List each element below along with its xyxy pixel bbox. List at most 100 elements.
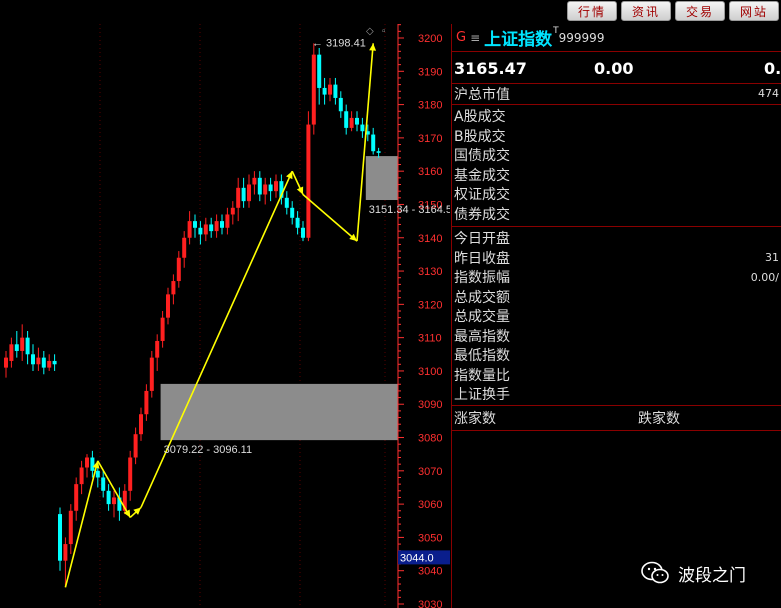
- candle-body: [349, 117, 354, 128]
- axis-tick-label: 3150: [418, 199, 442, 211]
- price-axis: 3030 3040 3050 3060 3070 3080 3090 3100 3110 3120…: [397, 24, 450, 608]
- trade-button[interactable]: 交易: [675, 1, 725, 21]
- stat-row: 指数量比: [452, 365, 781, 385]
- trend-arrowhead: [369, 43, 377, 51]
- axis-tick-label: 3100: [418, 366, 442, 378]
- candle-body: [193, 221, 197, 228]
- candle-body: [74, 484, 79, 511]
- axis-tick-label: 3160: [418, 166, 442, 178]
- axis-tick-label: 3090: [418, 399, 442, 411]
- turnover-label: B股成交: [454, 128, 506, 145]
- axis-tick-label: 3180: [418, 100, 442, 112]
- candle-body: [36, 357, 41, 365]
- zone-label: 3151.34 - 3164.53: [369, 204, 450, 216]
- index-name: 上证指数: [484, 30, 553, 50]
- candle-body: [274, 181, 278, 192]
- group-tag[interactable]: G: [456, 30, 467, 45]
- axis-tick-label: 3070: [418, 466, 442, 478]
- candle-body: [365, 131, 370, 135]
- zone-rect: [365, 156, 398, 201]
- candle-body: [360, 124, 365, 132]
- candle-body: [230, 207, 235, 215]
- candle-body: [203, 224, 208, 235]
- candle-body: [149, 357, 154, 391]
- turnover-row: 国债成交: [452, 146, 781, 166]
- turnover-label: 国债成交: [454, 148, 510, 165]
- stat-label: 总成交量: [454, 309, 510, 326]
- candle-body: [52, 360, 57, 365]
- candle-body: [14, 344, 19, 351]
- candle-body: [344, 111, 349, 128]
- candle-body: [4, 357, 8, 368]
- candle-body: [166, 294, 170, 318]
- trend-segment: [302, 193, 358, 242]
- candle-body: [79, 467, 84, 485]
- quote-panel: G ≡ 上证指数 T 999999 3165.47 0.00 0. 沪总市值 4…: [451, 24, 781, 608]
- axis-tick-label: 3130: [418, 266, 442, 278]
- candle-body: [268, 184, 273, 192]
- stat-row: 昨日收盘 31: [452, 248, 781, 268]
- trend-segment: [140, 170, 293, 508]
- candle-body: [90, 457, 95, 471]
- website-button[interactable]: 网站: [729, 1, 779, 21]
- peak-label: ← 3198.41: [312, 37, 366, 49]
- current-price: 3165.47: [454, 59, 527, 78]
- stat-row: 今日开盘: [452, 229, 781, 249]
- candle-body: [252, 177, 257, 185]
- news-button[interactable]: 资讯: [621, 1, 671, 21]
- candle-body: [322, 87, 327, 95]
- candle-body: [160, 317, 165, 341]
- candle-body: [247, 184, 251, 202]
- candle-body: [112, 497, 116, 505]
- candle-body: [376, 151, 381, 153]
- candle-body: [155, 340, 160, 358]
- turnover-label: 债券成交: [454, 206, 510, 223]
- trend-arrowhead: [92, 460, 100, 469]
- trend-arrowhead: [123, 509, 131, 518]
- zone-label: 3079.22 - 3096.11: [164, 444, 252, 456]
- axis-tick-label: 3110: [418, 333, 442, 345]
- candle-body: [122, 490, 127, 511]
- axis-tick-label: 3190: [418, 66, 442, 78]
- axis-tick-label: 3140: [418, 233, 442, 245]
- stat-label: 最高指数: [454, 328, 510, 345]
- market-value-row: 沪总市值 474: [452, 84, 781, 104]
- turnover-row: A股成交: [452, 107, 781, 127]
- dropdown-icon[interactable]: ▫: [382, 26, 386, 37]
- axis-tick-label: 3050: [418, 532, 442, 544]
- candle-body: [9, 344, 14, 361]
- breadth-section: 涨家数 跌家数: [452, 406, 781, 431]
- diamond-icon[interactable]: ◇: [366, 26, 374, 37]
- current-price-box: [398, 550, 450, 565]
- candle-body: [58, 514, 62, 561]
- menu-icon[interactable]: ≡: [470, 30, 481, 45]
- candle-body: [371, 134, 376, 152]
- candle-body: [301, 227, 305, 238]
- zone-rect: [160, 383, 398, 441]
- axis-tick-label: 3030: [418, 599, 442, 608]
- stat-label: 指数振幅: [454, 270, 510, 287]
- turnover-row: B股成交: [452, 126, 781, 146]
- trend-segment: [64, 460, 99, 588]
- trend-arrowhead: [296, 186, 304, 195]
- candle-body: [182, 237, 187, 258]
- decliners-label: 跌家数: [638, 411, 680, 427]
- market-value-section: 沪总市值 474: [452, 84, 781, 105]
- price-change: 0.00: [594, 59, 634, 78]
- turnover-row: 权证成交: [452, 185, 781, 205]
- candle-body: [209, 224, 214, 232]
- market-value-label: 沪总市值: [454, 86, 510, 103]
- axis-tick-label: 3120: [418, 299, 442, 311]
- candle-body: [257, 177, 262, 195]
- candle-body: [63, 544, 68, 561]
- stat-label: 上证换手: [454, 387, 510, 404]
- candle-body: [117, 497, 122, 511]
- candle-body: [338, 97, 343, 112]
- axis-tick-label: 3170: [418, 133, 442, 145]
- market-button[interactable]: 行情: [567, 1, 617, 21]
- market-value: 474: [758, 87, 779, 101]
- candle-body: [333, 84, 338, 98]
- turnover-label: 权证成交: [454, 187, 510, 204]
- candle-body: [306, 124, 311, 238]
- price-chart[interactable]: 3030 3040 3050 3060 3070 3080 3090 3100 3110 3120…: [0, 24, 450, 608]
